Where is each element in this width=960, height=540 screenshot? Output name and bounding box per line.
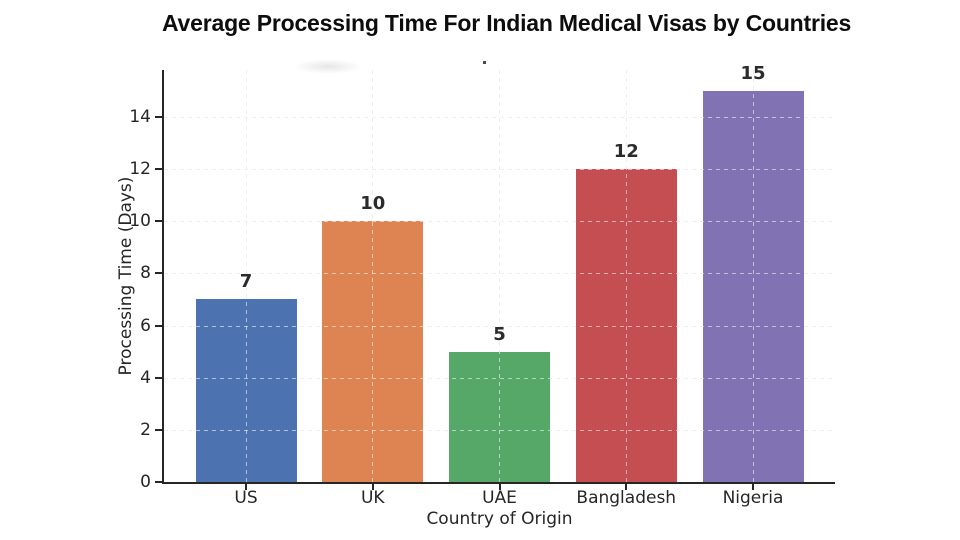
bar-value-label: 12 (613, 141, 639, 163)
bar-value-label: 5 (493, 323, 506, 345)
x-tick-mark (498, 484, 501, 490)
y-tick-label: 6 (140, 315, 151, 336)
x-tick-mark (245, 484, 247, 490)
x-tick-label-uk: UK (360, 488, 385, 508)
y-tick-label: 0 (140, 472, 151, 492)
y-tick-mark (155, 115, 162, 118)
gridline-vertical-overlay (499, 70, 500, 482)
watermark-smudge (293, 59, 363, 74)
y-tick-mark (155, 324, 162, 327)
y-tick-mark (155, 220, 162, 223)
y-tick-mark (155, 168, 162, 171)
y-tick-label: 2 (140, 419, 151, 440)
x-tick-label-nigeria: Nigeria (722, 488, 784, 508)
bar-value-label: 15 (740, 62, 766, 84)
bar-value-label: 10 (360, 193, 386, 215)
gridline-vertical-overlay (625, 70, 627, 482)
y-tick-label: 4 (140, 367, 151, 388)
y-tick-label: 14 (129, 106, 151, 127)
x-tick-mark (752, 484, 754, 490)
y-tick-mark (155, 481, 162, 483)
y-tick-mark (155, 376, 162, 379)
x-tick-label-us: US (234, 488, 258, 508)
x-tick-label-bangladesh: Bangladesh (576, 488, 677, 508)
gridline-vertical-overlay (752, 70, 754, 482)
gridline-vertical-overlay (245, 70, 247, 482)
y-tick-label: 12 (129, 159, 151, 180)
plot-area: Country of Origin 7 10 5 12 15 0 2 4 6 8 10 12 14 US U… (129, 63, 835, 529)
gridline-vertical-overlay (372, 70, 374, 482)
x-tick-mark (371, 484, 374, 490)
x-tick-mark (625, 484, 628, 490)
x-axis-label: Country of Origin (426, 509, 573, 529)
y-tick-mark (155, 428, 162, 431)
y-tick-label: 8 (140, 263, 151, 284)
y-axis-label: Processing Time (Days) (116, 176, 136, 376)
bar-value-label: 7 (239, 271, 253, 293)
y-tick-label: 10 (129, 211, 151, 232)
chart-title: Average Processing Time For Indian Medic… (162, 10, 852, 36)
watermark-dot (483, 61, 486, 64)
x-tick-label-uae: UAE (482, 488, 517, 508)
y-tick-mark (155, 272, 162, 275)
